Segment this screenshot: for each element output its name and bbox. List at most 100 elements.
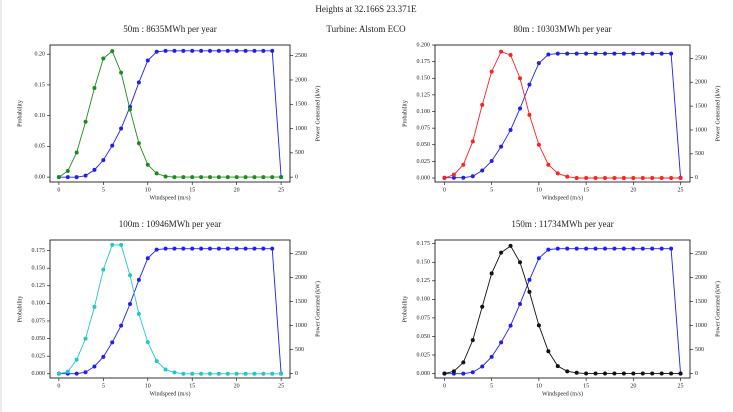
data-point [252, 48, 257, 53]
data-point [612, 371, 617, 376]
data-point [136, 311, 141, 316]
data-point [442, 176, 447, 181]
data-point [172, 48, 177, 53]
data-point [565, 174, 570, 179]
data-point [451, 172, 456, 177]
data-point [612, 51, 617, 56]
data-point [181, 246, 186, 251]
data-point [92, 86, 97, 91]
data-point [603, 246, 607, 251]
data-point [181, 175, 186, 180]
data-point [65, 369, 70, 374]
data-point [92, 304, 97, 309]
data-point [527, 277, 532, 282]
data-point [74, 371, 79, 376]
data-point [83, 370, 88, 375]
data-point [154, 359, 159, 364]
data-point [489, 354, 494, 359]
y-tick-label: 0.150 [417, 260, 431, 266]
plot-frame [434, 239, 691, 379]
data-point [536, 61, 541, 66]
data-point [154, 171, 159, 176]
x-axis-label: Windspeed (m/s) [150, 390, 191, 397]
data-point [499, 250, 504, 255]
subplot: 150m : 11734MWh per year 0 5 10 15 20 25 0.000 0… [402, 219, 721, 397]
data-point [555, 364, 560, 369]
data-point [243, 48, 248, 53]
data-point [145, 256, 150, 261]
data-point [574, 176, 579, 181]
subplot-title: 150m : 11734MWh per year [511, 219, 613, 229]
data-point [461, 371, 466, 376]
data-point [279, 175, 284, 180]
x-tick-label: 5 [102, 187, 105, 193]
data-point [234, 246, 239, 251]
y2-tick-label: 1000 [295, 323, 307, 329]
data-point [145, 162, 150, 167]
x-tick-label: 0 [443, 187, 446, 193]
data-point [546, 247, 551, 252]
data-point [631, 176, 636, 181]
data-point [270, 371, 275, 376]
subplot: 80m : 10303MWh per year 0 5 10 15 20 25 0.000 0.… [402, 24, 721, 201]
data-point [508, 323, 513, 328]
data-point [128, 301, 132, 306]
subplot-title: 80m : 10303MWh per year [514, 24, 612, 34]
data-point [508, 52, 513, 57]
plot-frame [49, 239, 291, 379]
data-point [470, 370, 475, 375]
data-point [640, 176, 645, 181]
data-point [650, 371, 655, 376]
data-point [669, 246, 674, 251]
data-point [489, 271, 494, 276]
data-point [546, 52, 551, 57]
subplot-title: 50m : 8635MWh per year [123, 24, 216, 34]
data-point [518, 76, 522, 81]
y2-tick-label: 1500 [295, 299, 307, 305]
data-point [555, 51, 560, 56]
data-point [669, 371, 674, 376]
x-axis-label: Windspeed (m/s) [542, 194, 583, 201]
y-tick-label: 0.050 [32, 336, 46, 342]
y-tick-label: 0.125 [417, 278, 431, 284]
y2-tick-label: 2000 [695, 80, 707, 86]
data-point [518, 260, 522, 265]
data-point [574, 51, 579, 56]
x-tick-label: 15 [583, 187, 589, 193]
data-point [92, 167, 97, 172]
x-tick-label: 5 [490, 383, 493, 389]
data-point [678, 371, 683, 376]
data-point [110, 49, 115, 54]
data-point [499, 144, 504, 149]
plot-frame [434, 44, 691, 183]
data-point [489, 158, 494, 163]
data-point [470, 174, 475, 179]
data-point [208, 175, 212, 180]
data-point [565, 246, 570, 251]
y2-tick-label: 0 [295, 371, 298, 377]
data-point [110, 242, 115, 247]
data-point [593, 371, 598, 376]
data-point [119, 323, 124, 328]
x-tick-label: 5 [102, 383, 105, 389]
data-point [101, 267, 106, 272]
x-tick-label: 20 [234, 187, 240, 193]
data-point [565, 369, 570, 374]
data-point [199, 48, 204, 53]
data-point [480, 364, 485, 369]
y-tick-label: 0.175 [32, 248, 46, 254]
y-axis-label: Probability [17, 296, 23, 323]
y2-tick-label: 500 [695, 151, 704, 157]
data-point [208, 371, 212, 376]
data-point [584, 51, 589, 56]
x-tick-label: 10 [145, 187, 151, 193]
data-point [110, 340, 115, 345]
data-point [621, 371, 626, 376]
data-point [640, 246, 645, 251]
x-tick-label: 10 [536, 187, 542, 193]
data-point [74, 175, 79, 180]
data-point [270, 246, 275, 251]
data-point [565, 51, 570, 56]
data-point [234, 48, 239, 53]
y2-tick-label: 1000 [695, 323, 707, 329]
